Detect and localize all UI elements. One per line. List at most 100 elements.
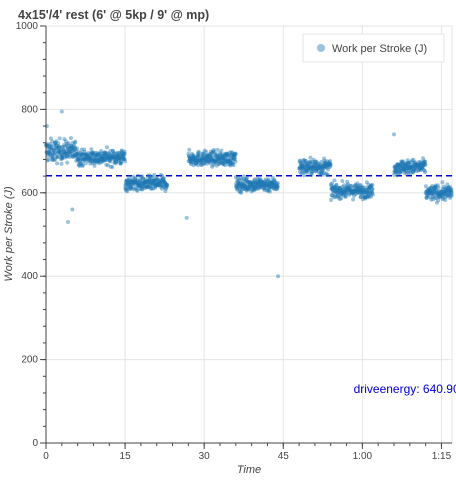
data-point bbox=[49, 144, 54, 149]
data-point bbox=[435, 189, 440, 193]
legend-box bbox=[302, 33, 445, 63]
data-point bbox=[69, 146, 74, 151]
data-point bbox=[406, 160, 411, 165]
data-point bbox=[216, 155, 221, 159]
data-point bbox=[89, 154, 94, 159]
data-point bbox=[269, 185, 274, 190]
data-point bbox=[407, 166, 412, 171]
data-point bbox=[120, 152, 125, 157]
data-point bbox=[241, 180, 245, 185]
data-point bbox=[56, 145, 60, 150]
data-point bbox=[347, 187, 352, 192]
data-point bbox=[138, 184, 143, 188]
data-point bbox=[412, 161, 417, 166]
data-point bbox=[48, 145, 53, 149]
data-point bbox=[322, 160, 327, 165]
grid-lines bbox=[45, 25, 452, 444]
data-point bbox=[57, 150, 62, 155]
data-point bbox=[80, 163, 85, 168]
data-point bbox=[403, 163, 408, 168]
data-point bbox=[355, 181, 360, 186]
data-point bbox=[226, 158, 231, 163]
data-point bbox=[109, 154, 114, 159]
data-point bbox=[127, 183, 132, 188]
data-point bbox=[198, 161, 203, 165]
data-point bbox=[224, 151, 229, 156]
data-point bbox=[119, 149, 124, 154]
data-point bbox=[417, 162, 422, 167]
data-point bbox=[256, 178, 261, 183]
data-point bbox=[443, 189, 448, 194]
data-point bbox=[55, 155, 60, 160]
data-point bbox=[301, 165, 306, 170]
data-point bbox=[306, 166, 311, 171]
data-point bbox=[236, 178, 241, 183]
data-point bbox=[404, 163, 408, 168]
data-point bbox=[205, 157, 210, 162]
data-point bbox=[214, 153, 219, 158]
data-point bbox=[266, 182, 271, 187]
data-point bbox=[356, 189, 361, 194]
data-point bbox=[320, 172, 325, 177]
data-point bbox=[359, 185, 364, 190]
data-point bbox=[62, 142, 67, 147]
data-point bbox=[329, 187, 334, 191]
data-point bbox=[317, 166, 322, 170]
data-point bbox=[232, 153, 237, 158]
data-point bbox=[128, 184, 133, 189]
data-point bbox=[225, 152, 230, 157]
data-point bbox=[300, 170, 305, 175]
data-point bbox=[303, 159, 308, 163]
data-point bbox=[75, 155, 80, 160]
data-point bbox=[108, 156, 113, 161]
data-point bbox=[191, 156, 195, 161]
data-point bbox=[116, 158, 121, 163]
data-point bbox=[362, 190, 367, 195]
data-point bbox=[439, 190, 444, 195]
data-point bbox=[71, 147, 75, 152]
data-point bbox=[340, 190, 345, 194]
data-point bbox=[324, 163, 329, 168]
data-point bbox=[247, 182, 252, 187]
data-point bbox=[98, 157, 103, 162]
data-point bbox=[300, 166, 305, 171]
data-point bbox=[433, 189, 438, 194]
data-point bbox=[324, 165, 329, 170]
data-point bbox=[77, 162, 81, 167]
data-point bbox=[196, 153, 201, 158]
data-point bbox=[150, 181, 155, 186]
data-point bbox=[432, 186, 437, 191]
data-point bbox=[445, 192, 450, 197]
data-point bbox=[120, 152, 125, 157]
data-point bbox=[414, 162, 419, 167]
data-point bbox=[115, 154, 120, 159]
data-point bbox=[149, 179, 154, 183]
data-point bbox=[208, 152, 212, 156]
data-point bbox=[271, 186, 276, 191]
data-point bbox=[331, 191, 336, 195]
data-point bbox=[361, 190, 366, 195]
data-point bbox=[51, 148, 56, 153]
data-point bbox=[210, 164, 215, 169]
data-point bbox=[151, 186, 156, 191]
data-point bbox=[146, 184, 151, 189]
data-point bbox=[106, 156, 111, 161]
data-point bbox=[426, 190, 431, 194]
data-point bbox=[340, 179, 345, 183]
data-point bbox=[137, 183, 141, 188]
data-point bbox=[52, 147, 57, 152]
data-point bbox=[322, 170, 327, 175]
data-point bbox=[85, 154, 90, 159]
data-point bbox=[442, 191, 447, 196]
data-point bbox=[447, 188, 452, 193]
data-point bbox=[404, 162, 409, 167]
data-point bbox=[62, 155, 67, 160]
data-point bbox=[406, 160, 411, 165]
data-point bbox=[196, 153, 201, 158]
data-point bbox=[423, 159, 428, 164]
data-point bbox=[115, 153, 120, 158]
data-point bbox=[221, 158, 226, 163]
data-point bbox=[272, 184, 277, 189]
data-point bbox=[240, 183, 245, 188]
data-point bbox=[91, 157, 96, 162]
